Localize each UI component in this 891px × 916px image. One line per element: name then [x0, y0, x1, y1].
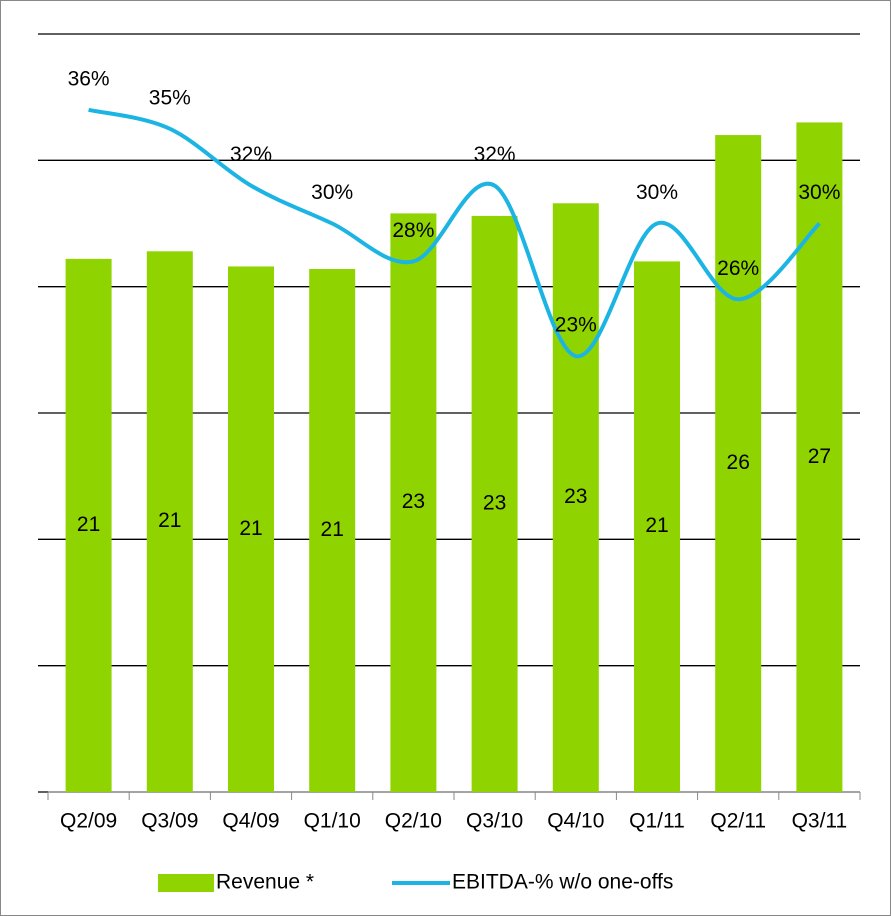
legend-label: EBITDA-% w/o one-offs: [452, 871, 673, 894]
data-label: 28%: [392, 219, 434, 242]
bar: [309, 268, 356, 793]
x-tick-label: Q2/10: [385, 810, 442, 833]
bar: [390, 213, 437, 793]
bar: [471, 215, 518, 793]
bar: [228, 266, 274, 792]
data-label: 35%: [149, 86, 191, 109]
x-tick-label: Q4/09: [222, 810, 279, 833]
data-label: 23: [402, 490, 425, 513]
x-tick-label: Q4/10: [547, 810, 604, 833]
x-tick-label: Q2/09: [60, 810, 117, 833]
data-label: 21: [239, 517, 262, 540]
x-tick-label: Q1/10: [304, 810, 361, 833]
legend-swatch: [158, 874, 214, 892]
data-label: 32%: [230, 143, 272, 166]
x-tick-label: Q3/11: [792, 810, 848, 833]
data-label: 36%: [68, 67, 110, 90]
x-tick-label: Q3/10: [466, 810, 523, 833]
data-label: 32%: [474, 143, 516, 166]
data-label: 21: [321, 518, 344, 541]
data-label: 21: [158, 509, 181, 532]
data-label: 30%: [311, 181, 353, 204]
line: [88, 107, 821, 359]
x-tick-label: Q1/11: [629, 810, 685, 833]
x-tick-label: Q3/09: [141, 810, 198, 833]
bar: [65, 258, 112, 793]
data-label: 23: [483, 492, 506, 515]
data-label: 26: [727, 451, 750, 474]
data-label: 30%: [798, 181, 840, 204]
legend-label: Revenue *: [216, 871, 314, 894]
data-label: 26%: [717, 257, 759, 280]
bar: [634, 261, 680, 792]
data-label: 23: [564, 485, 587, 508]
data-label: 21: [645, 514, 668, 537]
data-label: 23%: [555, 314, 597, 337]
data-label: 21: [77, 513, 100, 536]
bar: [715, 135, 762, 793]
bar: [146, 251, 193, 792]
data-label: 30%: [636, 181, 678, 204]
x-tick-label: Q2/11: [710, 810, 766, 833]
data-label: 27: [808, 445, 831, 468]
bar: [796, 122, 843, 792]
bar: [552, 203, 599, 792]
